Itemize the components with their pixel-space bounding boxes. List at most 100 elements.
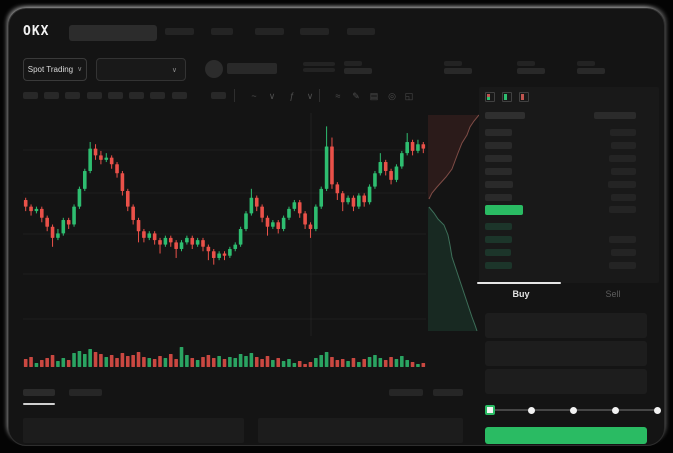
bid-row[interactable] (479, 233, 659, 246)
okx-logo: OKX (23, 24, 50, 39)
stat-value-placeholder (444, 68, 472, 74)
interval-button[interactable] (172, 92, 187, 99)
compare-icon[interactable]: ≈ (335, 91, 341, 101)
stat-label-placeholder (344, 61, 362, 66)
ask-row[interactable] (479, 191, 659, 204)
bid-size-placeholder (609, 236, 636, 243)
draw-tools-icon[interactable]: ✎ (352, 91, 360, 101)
pair-icon (205, 60, 223, 78)
tab-buy[interactable]: Buy (512, 289, 530, 299)
slider-step-dot[interactable] (611, 407, 619, 414)
bid-row[interactable] (479, 246, 659, 259)
ask-price-placeholder (485, 142, 512, 149)
bid-row[interactable] (479, 259, 659, 272)
ask-row[interactable] (479, 165, 659, 178)
nav-item[interactable] (347, 28, 375, 35)
bid-size-placeholder (611, 249, 636, 256)
interval-button[interactable] (87, 92, 102, 99)
slider-step-dot[interactable] (653, 407, 661, 414)
bottom-action[interactable] (389, 389, 423, 396)
nav-item[interactable] (165, 28, 194, 35)
toolbar-divider (319, 89, 320, 102)
last-size-placeholder (609, 206, 636, 213)
change-placeholder (303, 68, 335, 72)
interval-button[interactable] (44, 92, 59, 99)
stat-value-placeholder (517, 68, 545, 74)
book-asks-icon[interactable] (519, 92, 529, 102)
ask-price-placeholder (485, 181, 513, 188)
stat-label-placeholder (577, 61, 595, 66)
nav-item[interactable] (300, 28, 329, 35)
interval-button[interactable] (150, 92, 165, 99)
last-price-badge (485, 205, 523, 215)
stat-value-placeholder (577, 68, 605, 74)
nav-item[interactable] (255, 28, 284, 35)
chart-type-icon[interactable]: ~ (251, 91, 257, 101)
book-header-price (485, 112, 525, 119)
ask-price-placeholder (485, 129, 512, 136)
chevron-down-icon: ∨ (171, 67, 177, 74)
interval-button[interactable] (23, 92, 38, 99)
book-all-icon[interactable] (485, 92, 495, 102)
slider-step-dot[interactable] (528, 407, 536, 414)
bottom-tab[interactable] (69, 389, 102, 396)
active-tab-indicator (477, 282, 561, 284)
search-input[interactable] (69, 25, 157, 41)
trade-tabs: Buy Sell (475, 282, 659, 306)
bottom-action[interactable] (433, 389, 463, 396)
snapshot-icon[interactable]: ▤ (369, 91, 379, 101)
interval-button[interactable] (65, 92, 80, 99)
stat-value-placeholder (344, 68, 372, 74)
bid-price-placeholder (485, 223, 512, 230)
order-book (479, 87, 659, 283)
ask-price-placeholder (485, 194, 512, 201)
amount-field[interactable] (485, 341, 647, 366)
bid-price-placeholder (485, 236, 512, 243)
ask-price-placeholder (485, 168, 512, 175)
ask-size-placeholder (611, 194, 636, 201)
stat-label-placeholder (444, 61, 462, 66)
interval-button[interactable] (108, 92, 123, 99)
alert-icon[interactable]: ◎ (388, 91, 396, 101)
last-price-row[interactable] (479, 203, 659, 217)
ask-row[interactable] (479, 139, 659, 152)
price-field[interactable] (485, 313, 647, 338)
stat-label-placeholder (517, 61, 535, 66)
interval-button[interactable] (129, 92, 144, 99)
chevron-down-icon[interactable]: ∨ (268, 91, 276, 101)
market-type-dropdown[interactable]: Spot Trading ∨ (23, 58, 87, 81)
slider-step-dot[interactable] (570, 407, 577, 414)
bottom-tab-indicator (23, 403, 55, 405)
ask-size-placeholder (610, 129, 636, 136)
indicators-icon[interactable]: ƒ (289, 91, 295, 101)
chevron-down-icon[interactable]: ∨ (306, 91, 314, 101)
bid-row[interactable] (479, 220, 659, 233)
bid-price-placeholder (485, 249, 511, 256)
pair-name-placeholder (227, 63, 277, 74)
ask-size-placeholder (611, 142, 636, 149)
ask-size-placeholder (611, 168, 636, 175)
total-field[interactable] (485, 369, 647, 394)
volume-chart (23, 343, 426, 367)
bottom-tab[interactable] (23, 389, 55, 396)
bid-size-placeholder (609, 262, 636, 269)
app-window: OKX Spot Trading ∨ ∨ (8, 8, 665, 446)
ask-row[interactable] (479, 152, 659, 165)
book-header-amount (594, 112, 636, 119)
tab-sell[interactable]: Sell (605, 289, 621, 299)
market-type-label: Spot Trading (27, 65, 74, 74)
book-bids-icon[interactable] (502, 92, 512, 102)
pair-select[interactable]: ∨ (96, 58, 186, 81)
interval-button[interactable] (211, 92, 226, 99)
bid-price-placeholder (485, 262, 512, 269)
chevron-down-icon: ∨ (77, 66, 83, 73)
slider-handle[interactable] (485, 405, 495, 415)
ask-row[interactable] (479, 178, 659, 191)
fullscreen-icon[interactable]: ◱ (404, 91, 414, 101)
ask-row[interactable] (479, 126, 659, 139)
toolbar-divider (234, 89, 235, 102)
buy-submit-button[interactable] (485, 427, 647, 444)
nav-item[interactable] (211, 28, 233, 35)
bottom-panel (258, 418, 463, 443)
ask-price-placeholder (485, 155, 512, 162)
